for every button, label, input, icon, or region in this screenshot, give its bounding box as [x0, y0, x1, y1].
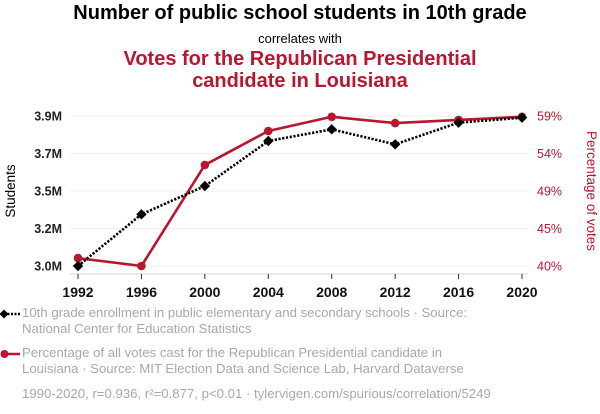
- y-left-tick-label: 3.2M: [34, 222, 62, 236]
- grid-lines: [70, 115, 528, 267]
- legend-marker-diamond-dotted-icon: [0, 309, 20, 319]
- y-left-tick-label: 3.0M: [34, 260, 62, 274]
- chart-plot: 1992 1996 2000 2004 2008 2012 2016 2020 3.0M 3.2…: [3, 110, 599, 301]
- chart-title-secondary: Votes for the Republican Presidential ca…: [0, 48, 600, 92]
- series-students-point: [72, 260, 84, 272]
- x-tick-label: 2008: [316, 284, 347, 300]
- legend-students-line2: National Center for Education Statistics: [22, 321, 252, 336]
- y-axis-left: 3.0M 3.2M 3.5M 3.7M 3.9M: [34, 110, 62, 274]
- footer-stats: 1990-2020, r=0.936, r²=0.877, p<0.01 · t…: [22, 386, 491, 401]
- x-tick-label: 2004: [253, 284, 284, 300]
- x-tick-label: 1992: [62, 284, 93, 300]
- x-tick-label: 2012: [380, 284, 411, 300]
- series-votes-point: [200, 160, 210, 170]
- series-students-point: [263, 135, 274, 147]
- y-right-tick-label: 54%: [537, 147, 562, 161]
- series-votes-point: [263, 126, 273, 136]
- x-tick-label: 1996: [126, 284, 157, 300]
- chart-title-secondary-line2: candidate in Louisiana: [192, 70, 408, 92]
- chart-title-secondary-line1: Votes for the Republican Presidential: [123, 48, 477, 70]
- y-left-tick-label: 3.5M: [34, 185, 62, 199]
- series-votes-point: [327, 112, 337, 122]
- series-votes-line: [77, 115, 523, 268]
- series-students-point: [199, 180, 211, 192]
- y-left-tick-label: 3.9M: [34, 110, 62, 124]
- series-votes-point: [137, 261, 146, 271]
- series-students-point: [326, 124, 337, 135]
- y-left-tick-label: 3.7M: [34, 147, 62, 161]
- x-tick-label: 2020: [506, 284, 537, 300]
- y-right-tick-label: 45%: [537, 222, 562, 236]
- series-votes-point: [390, 118, 400, 128]
- x-axis: 1992 1996 2000 2004 2008 2012 2016 2020: [62, 273, 538, 300]
- y-axis-right: 40% 45% 49% 54% 59%: [537, 110, 562, 274]
- legend-votes-line2: Louisiana · Source: MIT Election Data an…: [22, 361, 464, 376]
- series-students: [72, 112, 528, 272]
- series-votes-point: [73, 253, 83, 263]
- legend-votes-line1: Percentage of all votes cast for the Rep…: [22, 345, 443, 360]
- x-tick-label: 2016: [443, 284, 474, 300]
- series-students-point: [389, 139, 401, 150]
- y-axis-right-label: Percentage of votes: [584, 131, 599, 251]
- y-axis-left-label: Students: [3, 164, 18, 218]
- series-students-point: [453, 117, 464, 128]
- series-students-line: [77, 116, 523, 268]
- x-tick-label: 2000: [189, 284, 220, 300]
- chart-title-primary: Number of public school students in 10th…: [73, 2, 527, 24]
- series-votes: [73, 112, 527, 271]
- legend-students-line1: 10th grade enrollment in public elementa…: [22, 305, 467, 320]
- y-right-tick-label: 59%: [537, 110, 562, 124]
- series-students-point: [136, 209, 147, 220]
- chart-title-connector: correlates with: [258, 31, 342, 46]
- y-right-tick-label: 40%: [537, 260, 562, 274]
- y-right-tick-label: 49%: [537, 185, 562, 199]
- series-students-point: [516, 112, 528, 123]
- legend-marker-circle-line-icon: [0, 350, 20, 358]
